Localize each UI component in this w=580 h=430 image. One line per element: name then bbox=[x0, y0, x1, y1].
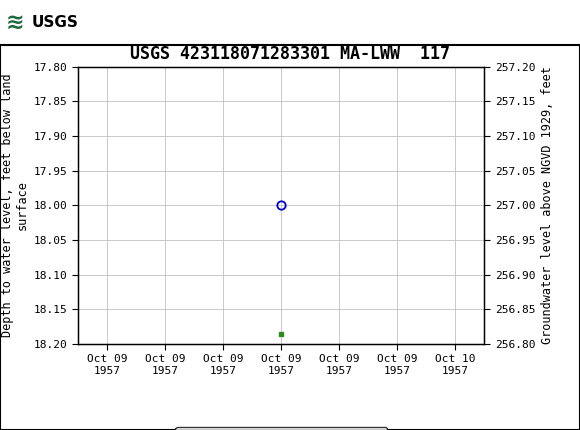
Y-axis label: Depth to water level, feet below land
surface: Depth to water level, feet below land su… bbox=[1, 74, 28, 337]
Y-axis label: Groundwater level above NGVD 1929, feet: Groundwater level above NGVD 1929, feet bbox=[541, 66, 554, 344]
Text: ≋: ≋ bbox=[6, 12, 24, 33]
Text: USGS 423118071283301 MA-LWW  117: USGS 423118071283301 MA-LWW 117 bbox=[130, 45, 450, 63]
Text: USGS: USGS bbox=[32, 15, 79, 30]
Legend: Period of approved data: Period of approved data bbox=[175, 427, 387, 430]
Bar bbox=[3, 3, 78, 42]
